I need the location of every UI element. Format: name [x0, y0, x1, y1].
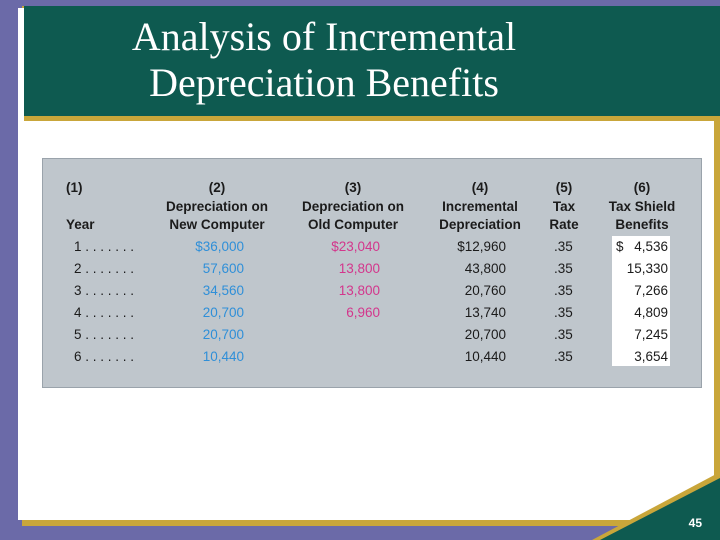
- col1-number: (1): [66, 180, 83, 195]
- col2-number: (2): [208, 180, 226, 195]
- col1-header-line2: Year: [66, 217, 95, 232]
- table-row-1-new: $36,000: [195, 239, 244, 254]
- table-row-3-new: 34,560: [202, 283, 244, 298]
- table-row-2-new: 57,600: [202, 261, 244, 276]
- table-row-6-rate: .35: [554, 349, 573, 364]
- page-number: 45: [688, 516, 702, 530]
- col6-header-line1: Tax Shield: [608, 199, 676, 214]
- col5-number: (5): [555, 180, 573, 195]
- table-row-1-benefit: 4,536: [634, 239, 668, 254]
- col4-number: (4): [471, 180, 489, 195]
- slide-title-line2: Depreciation Benefits: [149, 60, 499, 105]
- table-row-1-dollar: $: [616, 239, 624, 254]
- table-row-4-old: 6,960: [346, 305, 380, 320]
- table-row-5-incremental: 20,700: [464, 327, 506, 342]
- table-row-4-rate: .35: [554, 305, 573, 320]
- tax-shield-highlight-box: [612, 236, 670, 366]
- slide-title: Analysis of Incremental Depreciation Ben…: [24, 14, 624, 106]
- table-row-1-incremental: $12,960: [457, 239, 506, 254]
- table-row-4-year: 4 . . . . . . .: [74, 305, 135, 320]
- col2-header-line1: Depreciation on: [165, 199, 268, 214]
- col2-header-line2: New Computer: [169, 217, 265, 232]
- table-row-2-benefit: 15,330: [626, 261, 668, 276]
- slide-title-line1: Analysis of Incremental: [131, 14, 517, 59]
- col3-header-line2: Old Computer: [308, 217, 398, 232]
- depreciation-table: [42, 158, 702, 388]
- table-row-4-incremental: 13,740: [464, 305, 506, 320]
- title-band: [24, 6, 720, 116]
- footer-green-wedge: [600, 478, 720, 540]
- table-row-3-rate: .35: [554, 283, 573, 298]
- table-row-4-benefit: 4,809: [634, 305, 668, 320]
- table-row-2-old: 13,800: [338, 261, 380, 276]
- table-row-3-old: 13,800: [338, 283, 380, 298]
- col3-number: (3): [344, 180, 362, 195]
- col4-header-line2: Depreciation: [439, 217, 521, 232]
- table-row-6-benefit: 3,654: [634, 349, 668, 364]
- table-row-3-benefit: 7,266: [634, 283, 668, 298]
- title-divider: [24, 116, 720, 121]
- table-row-2-incremental: 43,800: [464, 261, 506, 276]
- table-row-5-new: 20,700: [202, 327, 244, 342]
- col3-header-line1: Depreciation on: [301, 199, 404, 214]
- table-row-6-new: 10,440: [202, 349, 244, 364]
- table-row-3-incremental: 20,760: [464, 283, 506, 298]
- table-row-5-benefit: 7,245: [634, 327, 668, 342]
- table-row-6-year: 6 . . . . . . .: [74, 349, 135, 364]
- table-row-2-rate: .35: [554, 261, 573, 276]
- col6-number: (6): [633, 180, 651, 195]
- table-row-4-new: 20,700: [202, 305, 244, 320]
- table-row-1-rate: .35: [554, 239, 573, 254]
- table-row-1-old: $23,040: [331, 239, 380, 254]
- col5-header-line1: Tax: [552, 199, 576, 214]
- col5-header-line2: Rate: [549, 217, 579, 232]
- table-row-3-year: 3 . . . . . . .: [74, 283, 135, 298]
- table-row-6-incremental: 10,440: [464, 349, 506, 364]
- table-row-5-rate: .35: [554, 327, 573, 342]
- table-row-2-year: 2 . . . . . . .: [74, 261, 135, 276]
- col6-header-line2: Benefits: [615, 217, 669, 232]
- table-row-1-year: 1 . . . . . . .: [74, 239, 135, 254]
- col4-header-line1: Incremental: [442, 199, 518, 214]
- table-row-5-year: 5 . . . . . . .: [74, 327, 135, 342]
